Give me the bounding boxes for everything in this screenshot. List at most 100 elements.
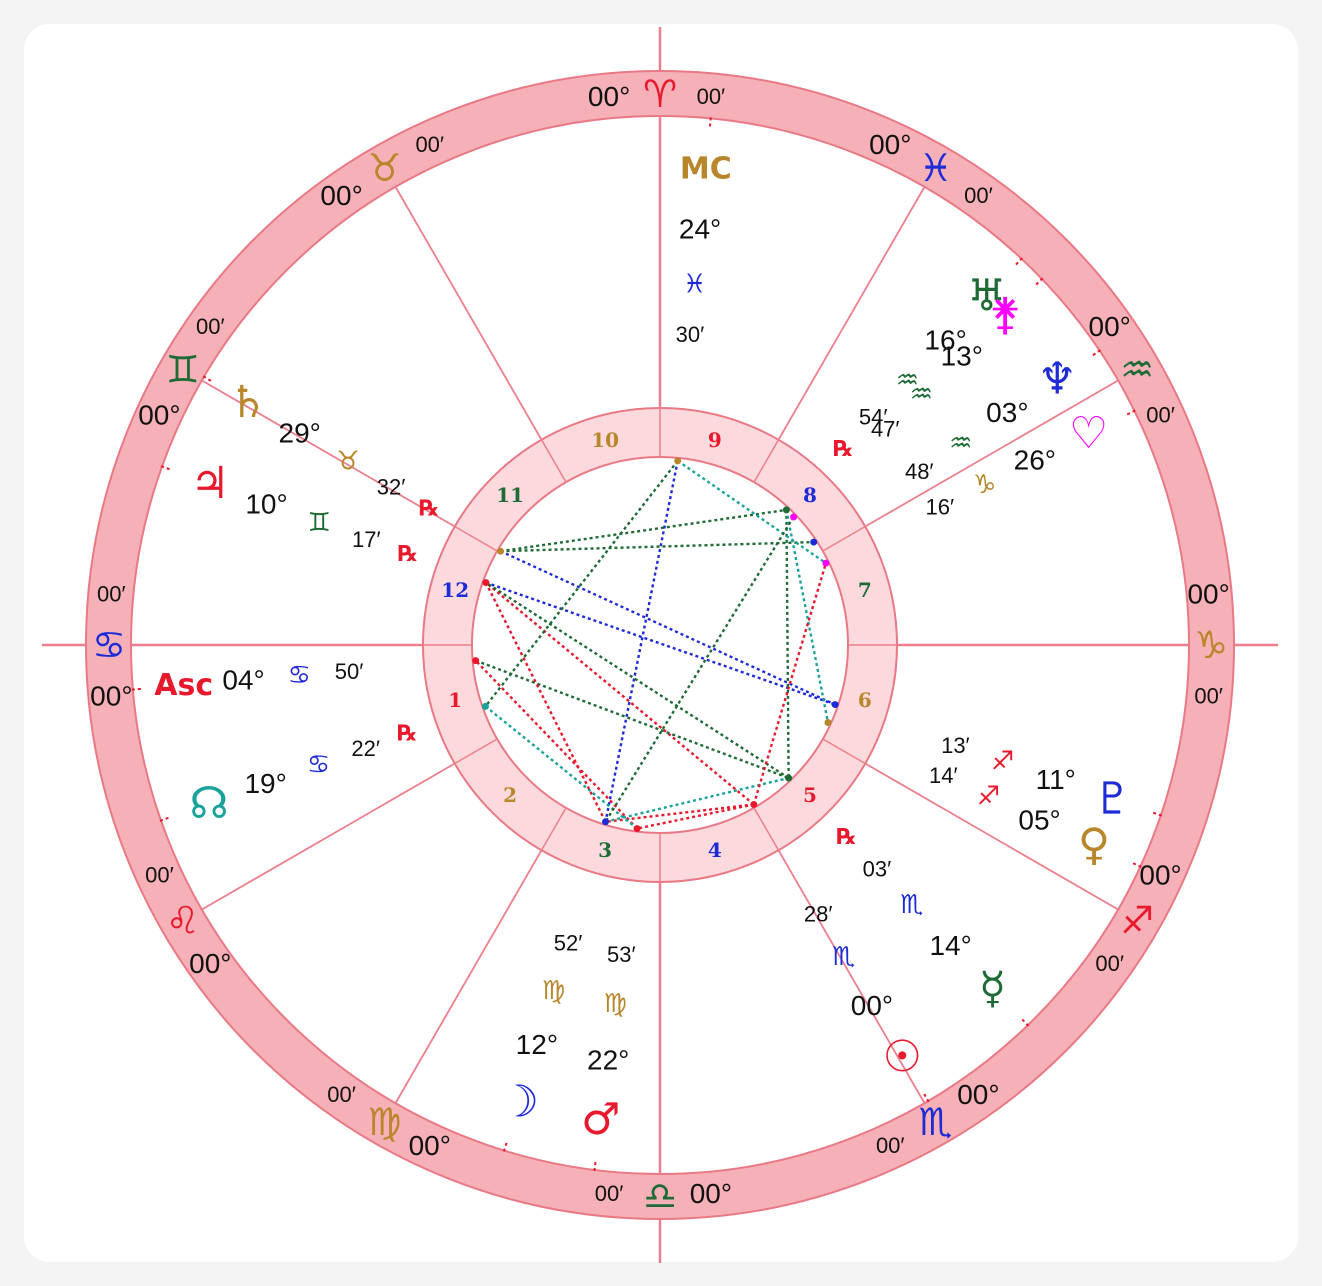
zodiac-minute: 00′ — [97, 582, 126, 607]
zodiac-degree: 00° — [690, 1178, 732, 1209]
neptune-minute: 48′ — [905, 459, 934, 484]
aquarius-glyph: ♒ — [1120, 348, 1154, 392]
aspect-line — [500, 540, 814, 553]
zodiac-degree: 00° — [1089, 311, 1131, 342]
zodiac-gemini: ♊ 00° 00′ — [138, 314, 224, 430]
zodiac-degree: 00° — [189, 948, 231, 979]
zodiac-aquarius: ♒ 00° 00′ — [1089, 311, 1175, 427]
planet-tick — [1150, 810, 1163, 817]
aspect-line — [605, 776, 789, 823]
zodiac-minute: 00′ — [1095, 951, 1124, 976]
zodiac-degree: 00° — [409, 1130, 451, 1161]
house-cusp-tick — [454, 525, 498, 552]
midheaven-dot — [674, 457, 682, 465]
midheaven-minute: 30′ — [676, 322, 705, 347]
lilith-dot — [790, 513, 798, 521]
venus-glyph: ♀ — [1078, 820, 1110, 871]
moon-sign: ♍ — [542, 976, 565, 1006]
ascendant-glyph: Asc — [154, 668, 213, 703]
jupiter-position: ♃ 10° ♊ 17′ ℞ — [160, 458, 418, 567]
gemini-glyph: ♊ — [166, 348, 200, 392]
house-number-3: 3 — [598, 838, 612, 862]
house-number-7: 7 — [858, 578, 872, 602]
house-cusp-line — [394, 849, 543, 1104]
mercury-sign: ♏ — [900, 890, 923, 920]
planet-tick — [202, 375, 215, 384]
jupiter-glyph: ♃ — [190, 458, 229, 509]
house-cusp-line — [394, 186, 543, 441]
libra-glyph: ♎ — [643, 1174, 677, 1218]
zodiac-minute: 00′ — [145, 863, 174, 888]
scorpio-glyph: ♏ — [918, 1100, 952, 1144]
zodiac-minute: 00′ — [1194, 683, 1223, 708]
mercury-degree: 14° — [929, 930, 971, 961]
lilith-glyph: ⚵ — [989, 289, 1021, 340]
pluto-sign: ♐ — [991, 747, 1014, 777]
planet-tick — [1124, 409, 1136, 417]
zodiac-degree: 00° — [957, 1079, 999, 1110]
mercury-dot — [785, 774, 793, 782]
aspect-line — [474, 659, 638, 830]
planet-tick — [160, 465, 173, 472]
house-cusp-lines — [42, 27, 1278, 1263]
house-cusp-tick — [753, 439, 780, 483]
planet-tick — [1089, 349, 1101, 358]
house-cusp-line — [201, 379, 456, 528]
mars-position: ♂ 22° ♍ 53′ — [581, 942, 636, 1172]
zodiac-minute: 00′ — [595, 1181, 624, 1206]
zodiac-degree: 00° — [90, 680, 132, 711]
zodiac-minute: 00′ — [697, 84, 726, 109]
zodiac-capricorn: ♑ 00° 00′ — [1187, 579, 1229, 709]
north-node-sign: ♋ — [307, 750, 330, 780]
saturn-sign: ♉ — [336, 446, 359, 476]
moon-minute: 52′ — [554, 931, 583, 956]
house-number-9: 9 — [708, 428, 722, 452]
pluto-glyph: ♇ — [1093, 773, 1132, 824]
zodiac-degree: 00° — [869, 129, 911, 160]
planet-tick — [593, 1158, 597, 1172]
fortune-minute: 16′ — [925, 494, 954, 519]
mars-glyph: ♂ — [581, 1094, 620, 1145]
uranus-position: ♅16°♒54′℞ — [833, 257, 1023, 462]
uranus-dot — [782, 506, 790, 514]
lilith-degree: 13° — [941, 340, 983, 371]
aspect-lines — [472, 457, 839, 833]
house-cusp-tick — [540, 439, 567, 483]
north-node-position: ☊ 19° ♋ 22′ ℞ — [159, 721, 417, 829]
fortune-position: ♡ 26° ♑ 16′ — [925, 408, 1136, 519]
sun-degree: 00° — [851, 990, 893, 1021]
aspect-line — [500, 550, 836, 706]
neptune-dot — [810, 538, 818, 546]
midheaven-degree: 24° — [679, 213, 721, 244]
saturn-degree: 29° — [279, 418, 321, 449]
midheaven-position: MC 24° ♓ 30′ — [676, 117, 732, 347]
fortune-dot — [822, 559, 830, 567]
zodiac-minute: 00′ — [1146, 402, 1175, 427]
planet-positions: Asc 04° ♋ 50′MC24°♓30′☉00°♏28′☽12°♍52′☿14°♏… — [131, 117, 1163, 1172]
aspect-line — [484, 582, 607, 823]
house-number-1: 1 — [448, 688, 462, 712]
saturn-minute: 32′ — [377, 474, 406, 499]
house-cusp-line — [201, 762, 456, 911]
jupiter-minute: 17′ — [352, 527, 381, 552]
uranus-glyph: ♅ — [967, 270, 1006, 321]
sagittarius-glyph: ♐ — [1120, 899, 1154, 943]
neptune-glyph: ♆ — [1037, 354, 1076, 405]
zodiac-degree: 00° — [138, 399, 180, 430]
house-number-11: 11 — [496, 483, 524, 507]
mercury-glyph: ☿ — [979, 963, 1006, 1014]
mars-minute: 53′ — [607, 942, 636, 967]
pluto-position: ♇ 11° ♐ 13′ — [941, 733, 1163, 824]
house-number-12: 12 — [441, 578, 469, 602]
aries-glyph: ♈ — [643, 72, 677, 116]
moon-dot — [601, 818, 609, 826]
zodiac-sagittarius: ♐ 00° 00′ — [1095, 860, 1181, 976]
north-node-glyph: ☊ — [190, 778, 229, 829]
house-number-4: 4 — [708, 838, 722, 862]
aspect-line — [485, 581, 836, 706]
planet-tick — [1129, 861, 1142, 868]
zodiac-minute: 00′ — [964, 183, 993, 208]
zodiac-minute: 00′ — [196, 314, 225, 339]
retrograde-icon: ℞ — [419, 497, 439, 522]
